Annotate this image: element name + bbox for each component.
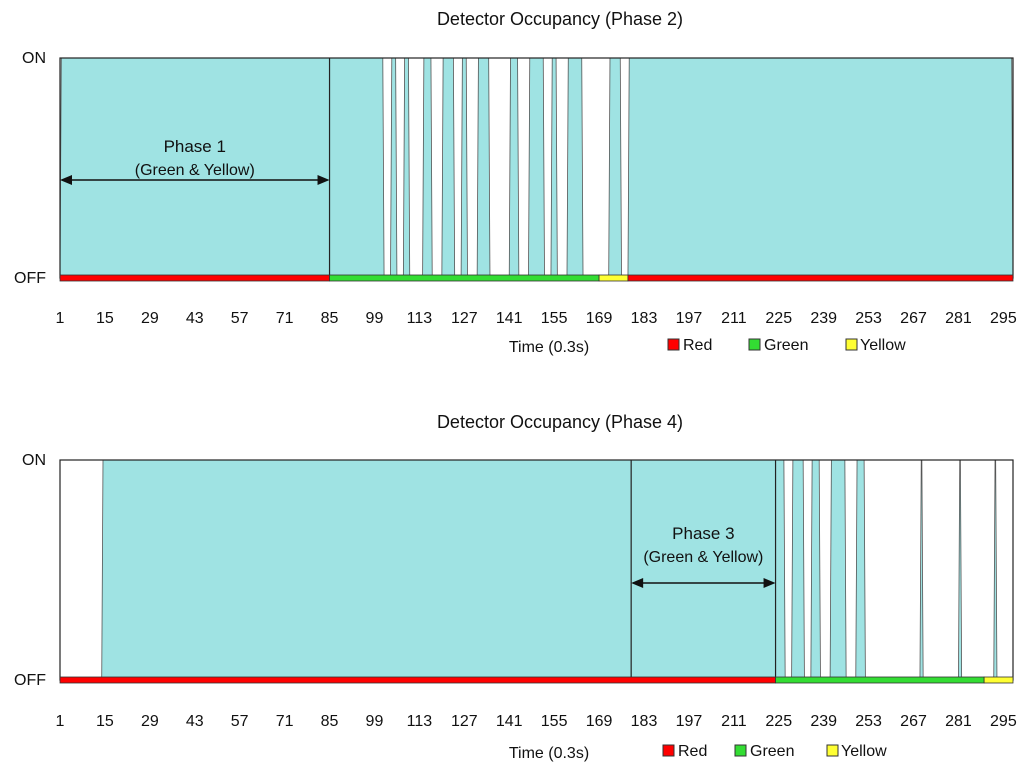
x-tick-label: 225 xyxy=(765,713,792,730)
chart-title: Detector Occupancy (Phase 2) xyxy=(437,9,683,29)
legend-label-green: Green xyxy=(764,337,808,354)
y-label-off: OFF xyxy=(14,270,46,287)
legend-swatch-green xyxy=(734,744,747,757)
x-tick-label: 183 xyxy=(631,713,658,730)
signal-segment-red xyxy=(627,274,1014,282)
x-tick-label: 85 xyxy=(321,310,339,327)
legend-label-green: Green xyxy=(750,743,794,760)
x-tick-label: 225 xyxy=(765,310,792,327)
x-tick-label: 1 xyxy=(56,310,65,327)
x-axis-label: Time (0.3s) xyxy=(509,339,589,356)
legend-swatch-yellow xyxy=(826,744,839,757)
x-tick-label: 239 xyxy=(810,310,837,327)
plot-area: 1 15 29 43 57 71 85 99 113 127 141 155 169 183 197 211 2… xyxy=(56,57,1017,327)
signal-segment-yellow xyxy=(598,274,629,282)
x-tick-label: 15 xyxy=(96,310,114,327)
chart-phase-2: Detector Occupancy (Phase 2) 1 15 29 43 57 71… xyxy=(14,9,1017,356)
y-label-on: ON xyxy=(22,452,46,469)
legend-swatch-yellow xyxy=(845,338,858,351)
x-tick-label: 267 xyxy=(900,713,927,730)
signal-segment-green xyxy=(775,676,985,684)
legend-swatch-red xyxy=(662,744,675,757)
legend-swatch-green xyxy=(748,338,761,351)
x-tick-label: 281 xyxy=(945,310,972,327)
y-label-off: OFF xyxy=(14,672,46,689)
x-tick-label: 141 xyxy=(496,713,523,730)
plot-area: 1 15 29 43 57 71 85 99 113 127 141 155 169 183 197 211 2… xyxy=(56,459,1017,730)
x-tick-label: 127 xyxy=(451,310,478,327)
x-axis-label: Time (0.3s) xyxy=(509,745,589,762)
x-tick-label: 239 xyxy=(810,713,837,730)
x-tick-label: 29 xyxy=(141,713,159,730)
annotation-label-phase: Phase 3 xyxy=(672,524,734,543)
signal-segment-red xyxy=(59,274,330,282)
x-tick-label: 155 xyxy=(541,310,568,327)
x-tick-label: 211 xyxy=(721,713,747,730)
x-tick-label: 281 xyxy=(945,713,972,730)
x-tick-label: 57 xyxy=(231,713,249,730)
x-tick-label: 211 xyxy=(721,310,747,327)
x-tick-label: 183 xyxy=(631,310,658,327)
x-tick-label: 1 xyxy=(56,713,65,730)
x-tick-label: 99 xyxy=(366,310,384,327)
x-tick-label: 253 xyxy=(855,713,882,730)
legend: Red Green Yellow xyxy=(662,743,887,760)
annotation-label-phase: Phase 1 xyxy=(164,137,226,156)
chart-title: Detector Occupancy (Phase 4) xyxy=(437,412,683,432)
x-tick-label: 99 xyxy=(366,713,384,730)
x-tick-label: 15 xyxy=(96,713,114,730)
arrowhead-right xyxy=(763,578,776,588)
arrowhead-left xyxy=(60,175,72,185)
x-tick-label: 71 xyxy=(276,310,294,327)
arrowhead-right xyxy=(317,175,330,185)
x-tick-label: 295 xyxy=(990,310,1017,327)
x-tick-label: 43 xyxy=(186,713,204,730)
x-tick-label: 85 xyxy=(321,713,339,730)
x-tick-label: 29 xyxy=(141,310,159,327)
x-tick-label: 169 xyxy=(586,310,613,327)
legend-label-yellow: Yellow xyxy=(860,337,906,354)
signal-segment-red xyxy=(59,676,776,684)
occupancy-area xyxy=(60,459,1013,681)
signal-segment-green xyxy=(329,274,600,282)
x-tick-label: 267 xyxy=(900,310,927,327)
x-tick-label: 295 xyxy=(990,713,1017,730)
x-tick-label: 127 xyxy=(451,713,478,730)
x-tick-label: 253 xyxy=(855,310,882,327)
x-tick-label: 197 xyxy=(676,713,703,730)
arrowhead-left xyxy=(631,578,644,588)
chart-phase-4: Detector Occupancy (Phase 4) 1 15 29 43 57 71… xyxy=(14,412,1017,762)
signal-segment-yellow xyxy=(983,676,1014,684)
x-tick-label: 113 xyxy=(407,310,433,327)
legend-swatch-red xyxy=(667,338,680,351)
x-tick-label: 197 xyxy=(676,310,703,327)
x-tick-label: 169 xyxy=(586,713,613,730)
y-label-on: ON xyxy=(22,50,46,67)
annotation-label-detail: (Green & Yellow) xyxy=(643,549,763,566)
x-tick-label: 71 xyxy=(276,713,294,730)
legend: Red Green Yellow xyxy=(667,337,906,354)
legend-label-red: Red xyxy=(678,743,707,760)
x-tick-label: 43 xyxy=(186,310,204,327)
legend-label-yellow: Yellow xyxy=(841,743,887,760)
x-tick-label: 141 xyxy=(496,310,523,327)
annotation-label-detail: (Green & Yellow) xyxy=(135,162,255,179)
x-tick-label: 57 xyxy=(231,310,249,327)
legend-label-red: Red xyxy=(683,337,712,354)
x-tick-label: 155 xyxy=(541,713,568,730)
x-tick-label: 113 xyxy=(407,713,433,730)
